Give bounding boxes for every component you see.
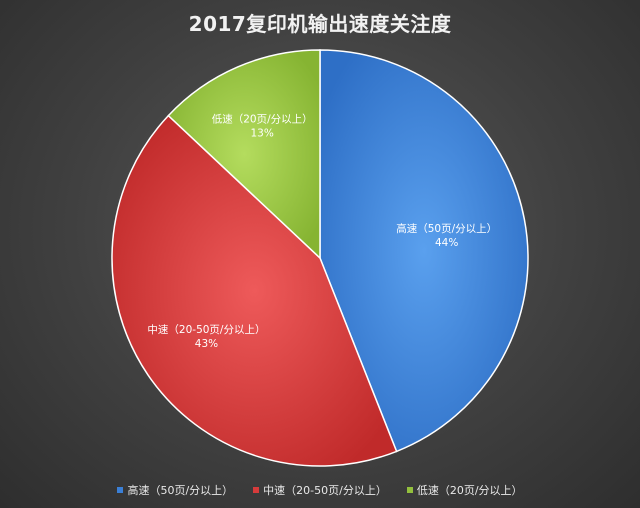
legend-label-medium: 中速（20-50页/分以上）: [263, 484, 387, 497]
pie-slice-low: [167, 49, 321, 260]
slice-pct-medium: 43%: [195, 338, 218, 350]
slice-pct-low: 13%: [251, 127, 274, 139]
slice-label-high: 高速（50页/分以上）: [396, 222, 497, 235]
legend-swatch-medium: [253, 487, 260, 493]
chart-title: 2017复印机输出速度关注度: [188, 12, 452, 36]
pie-slice-high: [319, 49, 529, 453]
chart-legend: 高速（50页/分以上） 中速（20-50页/分以上） 低速（20页/分以上）: [0, 482, 640, 498]
legend-label-low: 低速（20页/分以上）: [416, 484, 523, 497]
slice-label-medium: 中速（20-50页/分以上）: [147, 323, 265, 336]
legend-item-high: 高速（50页/分以上）: [117, 482, 233, 498]
legend-item-medium: 中速（20-50页/分以上）: [253, 482, 387, 498]
slice-label-low: 低速（20页/分以上）: [212, 112, 313, 125]
pie-slice-medium: [111, 114, 398, 467]
slice-pct-high: 44%: [435, 237, 458, 249]
legend-item-low: 低速（20页/分以上）: [406, 482, 523, 498]
legend-swatch-low: [406, 487, 413, 493]
legend-swatch-high: [117, 487, 124, 493]
legend-label-high: 高速（50页/分以上）: [127, 484, 234, 497]
